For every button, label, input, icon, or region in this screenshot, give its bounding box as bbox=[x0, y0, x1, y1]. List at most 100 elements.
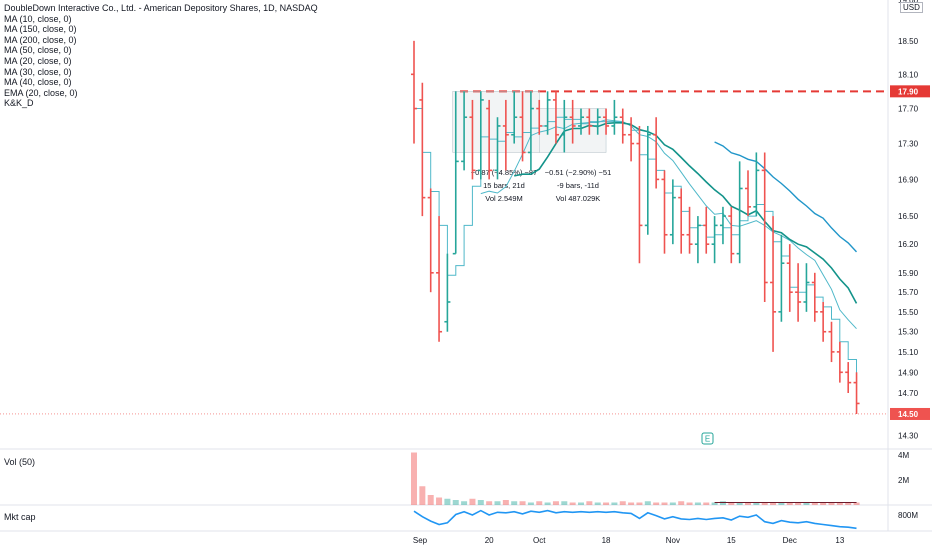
volume-bar bbox=[795, 502, 802, 505]
volume-bar bbox=[427, 495, 434, 505]
price-tick-label: 15.30 bbox=[898, 328, 919, 337]
volume-bar bbox=[544, 502, 551, 505]
volume-bar bbox=[519, 501, 526, 505]
volume-bar bbox=[611, 502, 618, 505]
price-tick-label: 17.30 bbox=[898, 140, 919, 149]
volume-bar bbox=[469, 498, 476, 505]
volume-tick-label: 2M bbox=[898, 476, 909, 485]
time-tick-label: Sep bbox=[413, 536, 428, 545]
volume-bar bbox=[603, 502, 610, 505]
price-tick-label: 17.70 bbox=[898, 105, 919, 114]
volume-bar bbox=[661, 502, 668, 505]
volume-bar bbox=[561, 501, 568, 505]
price-tick-label: 14.90 bbox=[898, 368, 919, 377]
indicator-ma200[interactable]: MA (200, close, 0) bbox=[4, 34, 77, 45]
price-tick-label: 14.30 bbox=[898, 431, 919, 440]
volume-bar bbox=[778, 502, 785, 505]
time-tick-label: 18 bbox=[602, 536, 611, 545]
indicator-ma30[interactable]: MA (30, close, 0) bbox=[4, 66, 72, 77]
volume-bar bbox=[419, 486, 426, 505]
volume-bar bbox=[628, 502, 635, 505]
volume-bar bbox=[811, 502, 818, 505]
volume-bar bbox=[711, 502, 718, 505]
measure-text: 15 bars, 21d bbox=[483, 181, 525, 190]
volume-bar bbox=[527, 502, 534, 505]
volume-bar bbox=[569, 502, 576, 505]
time-tick-label: 13 bbox=[835, 536, 844, 545]
price-marker-label: 17.90 bbox=[898, 87, 919, 96]
measure-box-1 bbox=[452, 91, 540, 153]
price-tick-label: 15.70 bbox=[898, 288, 919, 297]
volume-bar bbox=[511, 501, 518, 505]
volume-bar bbox=[853, 502, 860, 505]
measure-text: -9 bars, -11d bbox=[557, 181, 599, 190]
volume-bar bbox=[678, 501, 685, 505]
measure-text: Vol 2.549M bbox=[485, 194, 523, 203]
time-tick-label: Oct bbox=[533, 536, 546, 545]
earnings-marker-label: E bbox=[705, 435, 710, 444]
volume-bar bbox=[552, 501, 559, 505]
indicator-ma10[interactable]: MA (10, close, 0) bbox=[4, 13, 72, 24]
volume-bar bbox=[494, 501, 501, 505]
indicator-ema20[interactable]: EMA (20, close, 0) bbox=[4, 87, 78, 98]
price-tick-label: 15.50 bbox=[898, 308, 919, 317]
volume-bar bbox=[736, 502, 743, 505]
chart-title: DoubleDown Interactive Co., Ltd. - Ameri… bbox=[4, 3, 318, 13]
volume-tick-label: 4M bbox=[898, 451, 909, 460]
indicator-kk-d[interactable]: K&K_D bbox=[4, 98, 34, 109]
earnings-marker bbox=[701, 432, 714, 445]
volume-bar bbox=[644, 501, 651, 505]
measure-text: −0.87 (−4.85%) −87 bbox=[471, 168, 538, 177]
volume-bar bbox=[477, 500, 484, 505]
volume-bar bbox=[728, 502, 735, 505]
price-tick-label: 16.90 bbox=[898, 175, 919, 184]
price-marker bbox=[890, 85, 930, 98]
price-tick-label: 16.20 bbox=[898, 240, 919, 249]
mktcap-line bbox=[413, 509, 857, 530]
time-tick-label: 15 bbox=[727, 536, 736, 545]
ma-50-line bbox=[714, 141, 858, 253]
volume-bar bbox=[686, 502, 693, 505]
time-tick-label: Dec bbox=[783, 536, 797, 545]
price-tick-label: 18.50 bbox=[898, 37, 919, 46]
price-tick-label: 15.10 bbox=[898, 348, 919, 357]
currency-badge[interactable]: USD bbox=[900, 2, 923, 13]
volume-bar bbox=[444, 498, 451, 505]
volume-bar bbox=[845, 502, 852, 505]
measure-text: Vol 487.029K bbox=[556, 194, 601, 203]
indicator-ma50[interactable]: MA (50, close, 0) bbox=[4, 45, 72, 56]
price-marker bbox=[890, 407, 930, 420]
indicator-ma40[interactable]: MA (40, close, 0) bbox=[4, 77, 72, 88]
price-tick-label: 16.50 bbox=[898, 212, 919, 221]
volume-bar bbox=[461, 501, 468, 505]
volume-bar bbox=[586, 501, 593, 505]
volume-bar bbox=[761, 502, 768, 505]
volume-bar bbox=[770, 502, 777, 505]
volume-bar bbox=[536, 501, 543, 505]
volume-bar bbox=[719, 501, 726, 505]
volume-bar bbox=[452, 500, 459, 505]
ma-20-line bbox=[514, 122, 858, 304]
mktcap-pane-label: Mkt cap bbox=[4, 512, 36, 522]
volume-bar bbox=[803, 502, 810, 505]
volume-bar bbox=[486, 501, 493, 505]
volume-bar bbox=[594, 502, 601, 505]
volume-bar bbox=[436, 497, 443, 505]
price-marker-label: 14.50 bbox=[898, 410, 919, 419]
price-tick-label: 14.70 bbox=[898, 389, 919, 398]
indicator-ma20[interactable]: MA (20, close, 0) bbox=[4, 55, 72, 66]
volume-bar bbox=[653, 502, 660, 505]
mktcap-tick-label: 800M bbox=[898, 511, 918, 520]
volume-bar bbox=[669, 502, 676, 505]
volume-bar bbox=[828, 502, 835, 505]
volume-bar bbox=[694, 502, 701, 505]
indicator-ma150[interactable]: MA (150, close, 0) bbox=[4, 24, 77, 35]
price-tick-label: 18.10 bbox=[898, 70, 919, 79]
volume-bar bbox=[786, 502, 793, 505]
volume-bar bbox=[619, 501, 626, 505]
volume-bar bbox=[703, 502, 710, 505]
time-tick-label: Nov bbox=[666, 536, 680, 545]
chart-legend: DoubleDown Interactive Co., Ltd. - Ameri… bbox=[4, 3, 318, 109]
